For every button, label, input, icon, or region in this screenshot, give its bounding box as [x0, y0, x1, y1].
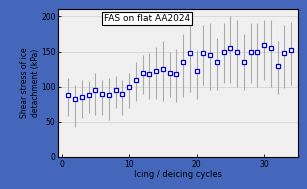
Text: FAS on flat AA2024: FAS on flat AA2024	[104, 14, 190, 23]
X-axis label: Icing / deicing cycles: Icing / deicing cycles	[134, 170, 222, 179]
Y-axis label: Shear stress of ice
detachment (kPa): Shear stress of ice detachment (kPa)	[20, 48, 40, 119]
